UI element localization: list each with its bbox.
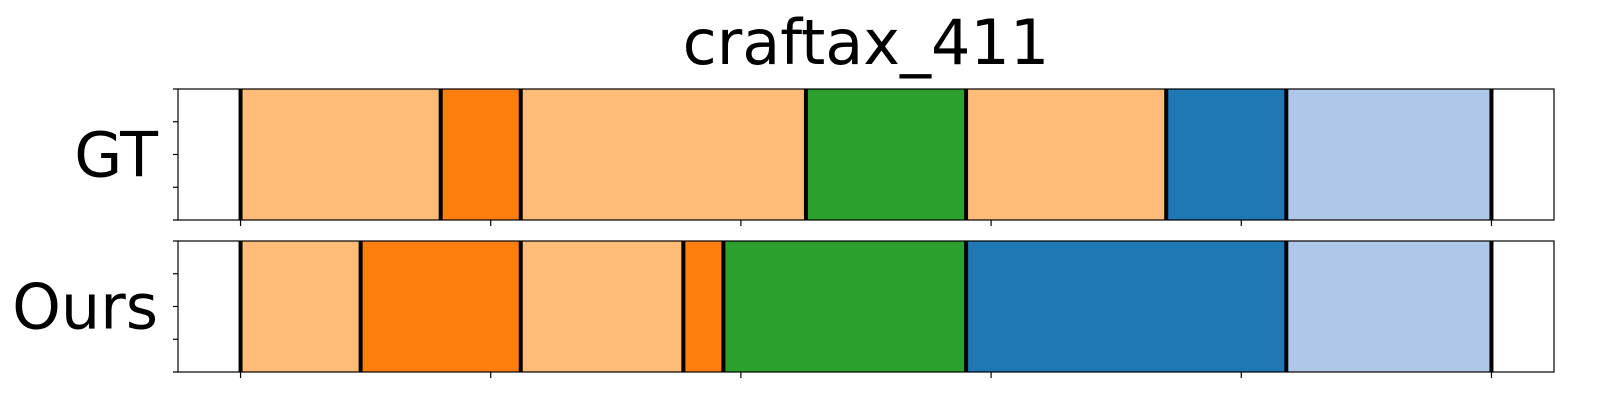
segment-4 [805,89,967,220]
segment-1 [240,241,361,372]
row-label: Ours [12,271,158,344]
segment-1 [240,89,441,220]
row-gt: GT [74,88,1555,226]
segment-3 [520,89,806,220]
segment-2 [360,241,521,372]
segment-4 [683,241,724,372]
segment-6 [1166,89,1287,220]
row-ours: Ours [12,240,1555,378]
segment-5 [723,241,967,372]
segment-6 [966,241,1287,372]
row-label: GT [74,119,159,192]
chart-title: craftax_411 [683,6,1050,79]
segment-7 [1286,89,1492,220]
segment-3 [520,241,684,372]
rows-layer: GT Ours [12,88,1555,378]
segment-7 [1286,241,1492,372]
segment-5 [966,89,1167,220]
segment-2 [440,89,521,220]
